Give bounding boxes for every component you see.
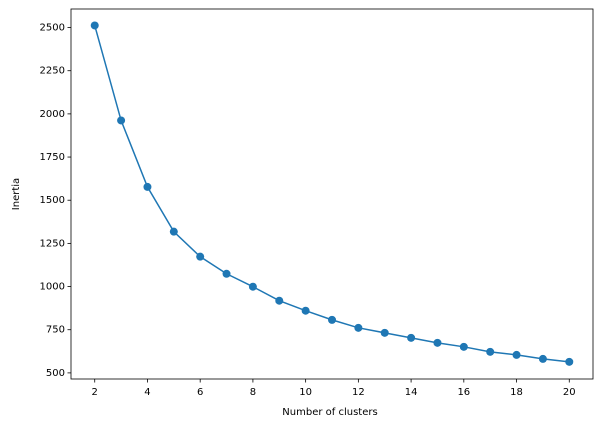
- point: [486, 347, 495, 356]
- y-tick-label: 2250: [40, 66, 65, 77]
- point: [433, 338, 442, 347]
- y-tick-label: 2500: [40, 23, 65, 34]
- series-line: [94, 25, 570, 363]
- point: [196, 252, 205, 261]
- y-tick-label: 1000: [40, 282, 65, 293]
- point: [354, 323, 363, 332]
- point: [565, 357, 574, 366]
- x-tick-label: 12: [352, 387, 365, 398]
- y-tick-label: 1750: [40, 152, 65, 163]
- y-axis-label: Inertia: [11, 178, 22, 210]
- point: [407, 333, 416, 342]
- point: [143, 182, 152, 191]
- x-tick-label: 18: [510, 387, 523, 398]
- x-tick-label: 6: [197, 387, 203, 398]
- point: [248, 282, 257, 291]
- point: [512, 350, 521, 359]
- y-tick-label: 1500: [40, 195, 65, 206]
- x-tick-label: 2: [92, 387, 98, 398]
- x-axis-label: Number of clusters: [282, 407, 377, 418]
- point: [328, 315, 336, 324]
- y-tick-label: 750: [46, 325, 65, 336]
- point: [275, 296, 284, 305]
- x-tick-label: 16: [457, 387, 470, 398]
- x-tick-label: 14: [405, 387, 418, 398]
- point: [90, 21, 99, 30]
- point: [222, 269, 231, 278]
- x-tick-label: 4: [144, 387, 150, 398]
- x-tick-label: 8: [250, 387, 256, 398]
- point: [301, 306, 310, 315]
- x-tick-label: 20: [563, 387, 576, 398]
- plot-frame: [70, 8, 594, 380]
- x-tick-label: 10: [299, 387, 312, 398]
- point: [459, 342, 468, 351]
- point: [380, 328, 389, 337]
- y-tick-label: 2000: [40, 109, 65, 120]
- y-tick-label: 1250: [40, 238, 65, 249]
- point: [169, 227, 178, 236]
- point: [538, 354, 547, 363]
- point: [117, 116, 126, 125]
- y-tick-label: 500: [46, 368, 65, 379]
